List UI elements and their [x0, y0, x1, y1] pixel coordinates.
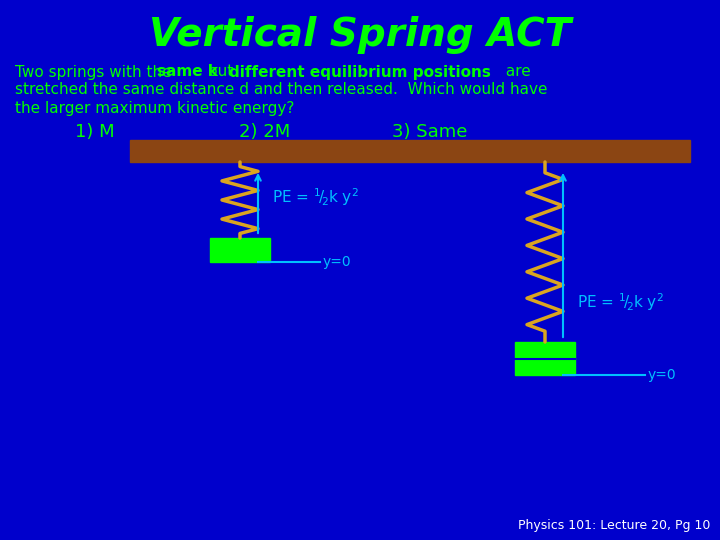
- Text: but: but: [203, 64, 238, 79]
- Text: the larger maximum kinetic energy?: the larger maximum kinetic energy?: [15, 100, 294, 116]
- Bar: [130, 140, 690, 162]
- Text: Physics 101: Lecture 20, Pg 10: Physics 101: Lecture 20, Pg 10: [518, 519, 710, 532]
- Bar: [210, 238, 270, 262]
- Text: y=0: y=0: [648, 368, 677, 382]
- Text: PE = $\mathregular{^1\!/\!_2}$k y$^2$: PE = $\mathregular{^1\!/\!_2}$k y$^2$: [272, 186, 359, 208]
- Text: different equilibrium positions: different equilibrium positions: [229, 64, 491, 79]
- Text: 1) M: 1) M: [75, 123, 114, 141]
- Text: Two springs with the: Two springs with the: [15, 64, 176, 79]
- Text: 3) Same: 3) Same: [392, 123, 468, 141]
- Text: 2) 2M: 2) 2M: [239, 123, 291, 141]
- Text: PE = $\mathregular{^1\!/\!_2}$k y$^2$: PE = $\mathregular{^1\!/\!_2}$k y$^2$: [577, 291, 664, 313]
- Bar: [515, 342, 575, 375]
- Text: are: are: [501, 64, 531, 79]
- Text: Vertical Spring ACT: Vertical Spring ACT: [149, 16, 571, 54]
- Text: same k: same k: [157, 64, 218, 79]
- Text: y=0: y=0: [323, 255, 351, 269]
- Text: stretched the same distance d and then released.  Which would have: stretched the same distance d and then r…: [15, 83, 547, 98]
